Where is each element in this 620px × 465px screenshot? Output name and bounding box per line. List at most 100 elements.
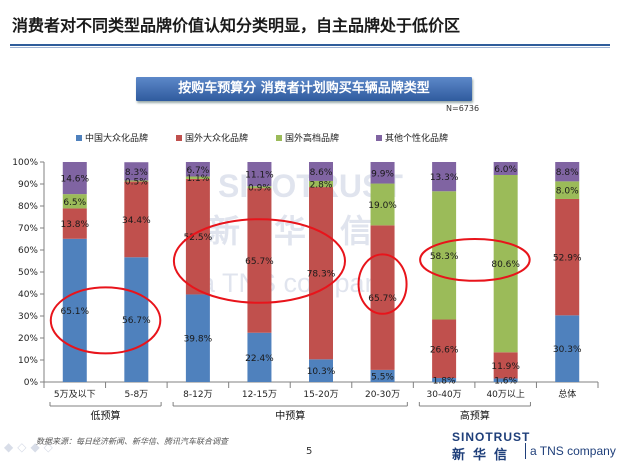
data-label: 1.1% — [186, 174, 209, 184]
data-label: 8.0% — [556, 187, 579, 197]
data-label: 6.0% — [494, 165, 517, 175]
bar-segment — [185, 294, 210, 382]
bar-segment — [493, 162, 518, 175]
bar-segment — [309, 162, 333, 181]
y-tick-label: 0% — [24, 378, 39, 388]
data-label: 1.8% — [433, 377, 456, 387]
title-divider — [10, 44, 610, 46]
data-label: 26.6% — [430, 345, 459, 355]
y-tick-label: 40% — [18, 290, 38, 300]
y-tick-label: 100% — [12, 158, 38, 168]
bar-segment — [555, 181, 580, 199]
data-label: 30.3% — [553, 345, 582, 355]
highlight-ellipse — [49, 286, 162, 355]
y-tick-label: 30% — [18, 312, 38, 322]
bar-segment — [309, 180, 333, 188]
logo-text-en: SINOTRUST — [452, 430, 531, 444]
y-tick-label: 80% — [18, 202, 38, 212]
data-label: 1.6% — [494, 377, 517, 387]
data-label: 8.3% — [125, 168, 148, 178]
data-label: 6.7% — [186, 166, 209, 176]
data-label: 10.3% — [307, 367, 336, 377]
data-label: 65.7% — [245, 257, 274, 267]
data-label: 56.7% — [122, 316, 151, 326]
bar-segment — [185, 162, 210, 177]
bar-segment — [62, 238, 87, 382]
bar-segment — [555, 198, 580, 316]
legend-label: 中国大众化品牌 — [85, 132, 148, 144]
bar-segment — [370, 162, 395, 184]
data-label: 19.0% — [368, 201, 397, 211]
data-label: 0.5% — [125, 178, 148, 188]
data-label: 80.6% — [491, 260, 520, 270]
data-label: 14.6% — [60, 175, 89, 185]
bar-segment — [309, 187, 333, 360]
bar-segment — [493, 352, 518, 379]
data-label: 52.5% — [184, 233, 213, 243]
bar-segment — [432, 162, 457, 192]
data-label: 6.5% — [63, 198, 86, 208]
highlight-ellipse — [357, 253, 408, 315]
legend-label: 国外高档品牌 — [285, 132, 339, 144]
data-label: 22.4% — [245, 354, 274, 364]
data-label: 52.9% — [553, 254, 582, 264]
x-tick-label: 5万及以下 — [54, 389, 96, 400]
data-label: 34.4% — [122, 216, 151, 226]
logo-divider — [525, 443, 526, 459]
sample-size: N=6736 — [446, 104, 480, 113]
x-tick-label: 12-15万 — [242, 390, 277, 400]
x-tick-label: 30-40万 — [427, 390, 462, 400]
highlight-ellipse — [419, 238, 531, 282]
group-label: 中预算 — [275, 409, 305, 422]
data-label: 11.1% — [245, 171, 274, 181]
x-tick-label: 20-30万 — [365, 390, 400, 400]
bar-segment — [247, 332, 272, 382]
bar-segment — [62, 162, 87, 195]
x-tick-label: 15-20万 — [303, 390, 338, 400]
data-label: 78.3% — [307, 270, 336, 280]
y-tick-label: 10% — [18, 356, 38, 366]
page-title: 消费者对不同类型品牌价值认知分类明显，自主品牌处于低价区 — [12, 16, 461, 35]
y-tick-label: 70% — [18, 224, 38, 234]
legend-label: 国外大众化品牌 — [185, 132, 248, 144]
y-tick-label: 20% — [18, 334, 38, 344]
x-tick-label: 40万以上 — [486, 389, 524, 400]
x-tick-label: 总体 — [558, 388, 576, 400]
bar-segment — [432, 191, 457, 320]
bar-segment — [185, 176, 210, 179]
group-label: 低预算 — [91, 409, 121, 422]
bar-segment — [370, 369, 395, 382]
bar-segment — [370, 225, 395, 370]
sinotrust-logo: SINOTRUST 新华信 a TNS company — [452, 430, 616, 463]
group-label: 高预算 — [460, 409, 490, 422]
bar-segment — [124, 162, 149, 181]
bar-segment — [124, 181, 149, 258]
highlight-ellipse — [172, 218, 347, 304]
page-number: 5 — [306, 446, 313, 457]
data-label: 65.7% — [368, 294, 397, 304]
y-tick-label: 50% — [18, 268, 38, 278]
data-label: 9.9% — [371, 169, 394, 179]
title-divider-thin — [10, 47, 610, 48]
bar-segment — [432, 319, 457, 379]
bar-segment — [309, 359, 333, 382]
corner-decoration: ◆◇◆◇ — [4, 440, 57, 454]
bar-segment — [62, 208, 87, 239]
logo-text-tns: a TNS company — [530, 444, 616, 458]
bar-segment — [124, 180, 149, 182]
y-tick-label: 60% — [18, 246, 38, 256]
data-label: 39.8% — [184, 335, 213, 345]
legend-swatch — [176, 135, 182, 141]
bar-segment — [247, 186, 272, 189]
data-label: 65.1% — [60, 307, 89, 317]
bar-segment — [62, 194, 87, 209]
data-label: 13.8% — [60, 220, 89, 230]
logo-text-cn: 新华信 — [452, 448, 516, 463]
data-label: 5.5% — [371, 372, 394, 382]
bar-segment — [493, 174, 518, 353]
data-label: 8.6% — [310, 168, 333, 178]
bar-segment — [247, 162, 272, 187]
bar-segment — [370, 183, 395, 226]
bar-segment — [247, 188, 272, 333]
